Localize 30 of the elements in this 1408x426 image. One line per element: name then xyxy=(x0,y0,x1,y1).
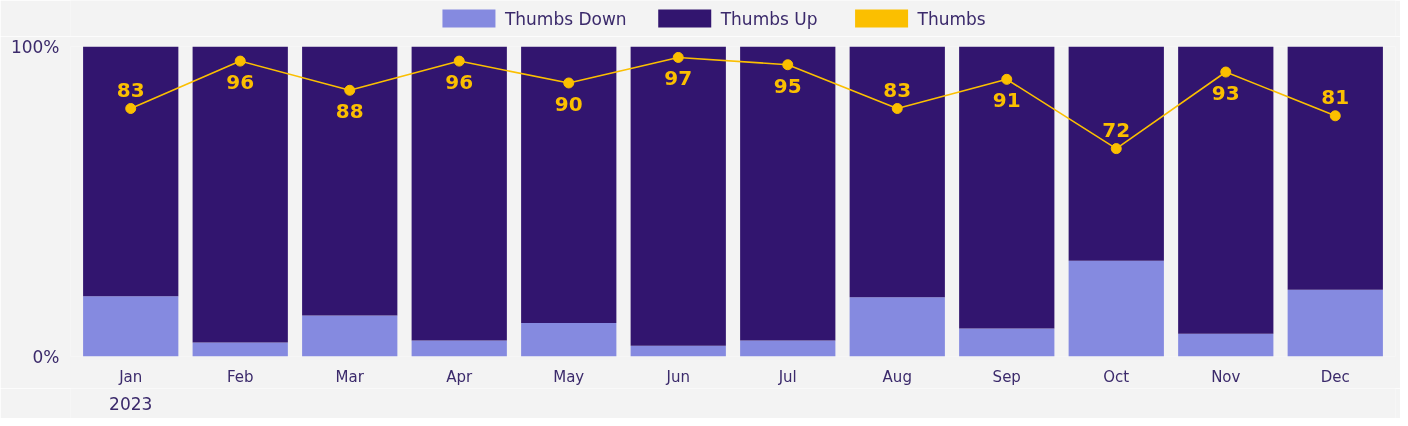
data-label: 88 xyxy=(335,99,364,124)
legend-label: Thumbs xyxy=(916,8,986,29)
data-label: 93 xyxy=(1211,81,1240,106)
x-tick-label: Dec xyxy=(1320,367,1350,386)
x-tick-label: Jan xyxy=(118,367,143,386)
x-tick-label: Jul xyxy=(777,367,797,386)
legend-label: Thumbs Up xyxy=(719,8,818,29)
x-tick-label: Oct xyxy=(1103,367,1130,386)
x-tick-label: Mar xyxy=(335,367,365,386)
data-label: 97 xyxy=(664,66,693,91)
x-tick-label: Jun xyxy=(665,367,690,386)
y-tick-label: 100% xyxy=(10,36,60,57)
data-label: 83 xyxy=(883,77,912,102)
y-tick-label: 0% xyxy=(32,346,60,367)
x-tick-label: Sep xyxy=(992,367,1021,386)
x-tick-label: Apr xyxy=(446,367,474,386)
x-tick-label: May xyxy=(553,367,585,386)
legend-label: Thumbs Down xyxy=(503,8,627,29)
data-label: 96 xyxy=(445,70,474,95)
x-tick-label: Nov xyxy=(1211,367,1241,386)
data-label: 95 xyxy=(773,73,802,98)
x-tick-label: Feb xyxy=(226,367,254,386)
data-label: 83 xyxy=(116,77,145,102)
x-tick-label: Aug xyxy=(882,367,912,386)
data-label: 91 xyxy=(992,88,1021,113)
data-label: 72 xyxy=(1102,117,1131,142)
data-label: 81 xyxy=(1321,84,1350,109)
data-label: 90 xyxy=(554,91,583,116)
text: 2023 xyxy=(109,394,153,414)
data-label: 96 xyxy=(226,70,255,95)
